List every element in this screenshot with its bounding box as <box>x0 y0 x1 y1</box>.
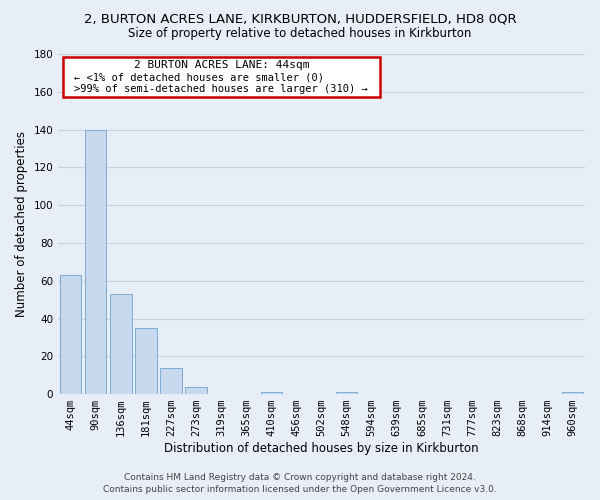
Text: >99% of semi-detached houses are larger (310) →: >99% of semi-detached houses are larger … <box>74 84 368 94</box>
Bar <box>562 392 583 394</box>
Y-axis label: Number of detached properties: Number of detached properties <box>15 131 28 317</box>
Text: 2, BURTON ACRES LANE, KIRKBURTON, HUDDERSFIELD, HD8 0QR: 2, BURTON ACRES LANE, KIRKBURTON, HUDDER… <box>83 12 517 26</box>
Bar <box>110 294 131 394</box>
Text: 2 BURTON ACRES LANE: 44sqm: 2 BURTON ACRES LANE: 44sqm <box>134 60 309 70</box>
Text: Size of property relative to detached houses in Kirkburton: Size of property relative to detached ho… <box>128 28 472 40</box>
Bar <box>336 392 358 394</box>
Bar <box>136 328 157 394</box>
Bar <box>261 392 282 394</box>
Bar <box>85 130 106 394</box>
Bar <box>185 386 207 394</box>
Bar <box>60 275 82 394</box>
Text: Contains HM Land Registry data © Crown copyright and database right 2024.
Contai: Contains HM Land Registry data © Crown c… <box>103 472 497 494</box>
X-axis label: Distribution of detached houses by size in Kirkburton: Distribution of detached houses by size … <box>164 442 479 455</box>
Bar <box>160 368 182 394</box>
FancyBboxPatch shape <box>64 58 380 96</box>
Text: ← <1% of detached houses are smaller (0): ← <1% of detached houses are smaller (0) <box>74 72 324 82</box>
